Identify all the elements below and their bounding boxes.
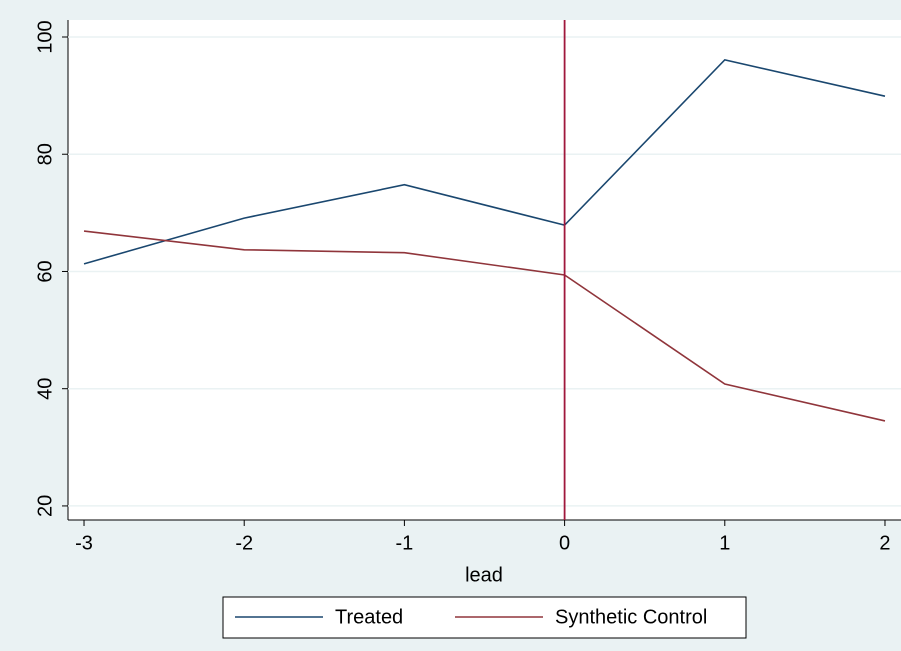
x-tick-label: -3	[75, 532, 93, 554]
x-tick-label: 0	[559, 532, 570, 554]
plot-area	[68, 20, 901, 520]
series-line	[83, 58, 886, 265]
legend-label: Synthetic Control	[555, 606, 707, 628]
y-tick-label: 20	[34, 495, 56, 517]
x-tick-label: -2	[235, 532, 253, 554]
x-tick-label: 2	[879, 532, 890, 554]
y-tick-label: 60	[34, 260, 56, 282]
legend-label: Treated	[335, 606, 403, 628]
x-tick-label: -1	[396, 532, 414, 554]
y-tick-label: 100	[34, 20, 56, 53]
x-tick-label: 1	[719, 532, 730, 554]
y-tick-label: 80	[34, 143, 56, 165]
series-line	[83, 230, 886, 422]
y-tick-label: 40	[34, 378, 56, 400]
x-axis-label: lead	[465, 564, 503, 586]
